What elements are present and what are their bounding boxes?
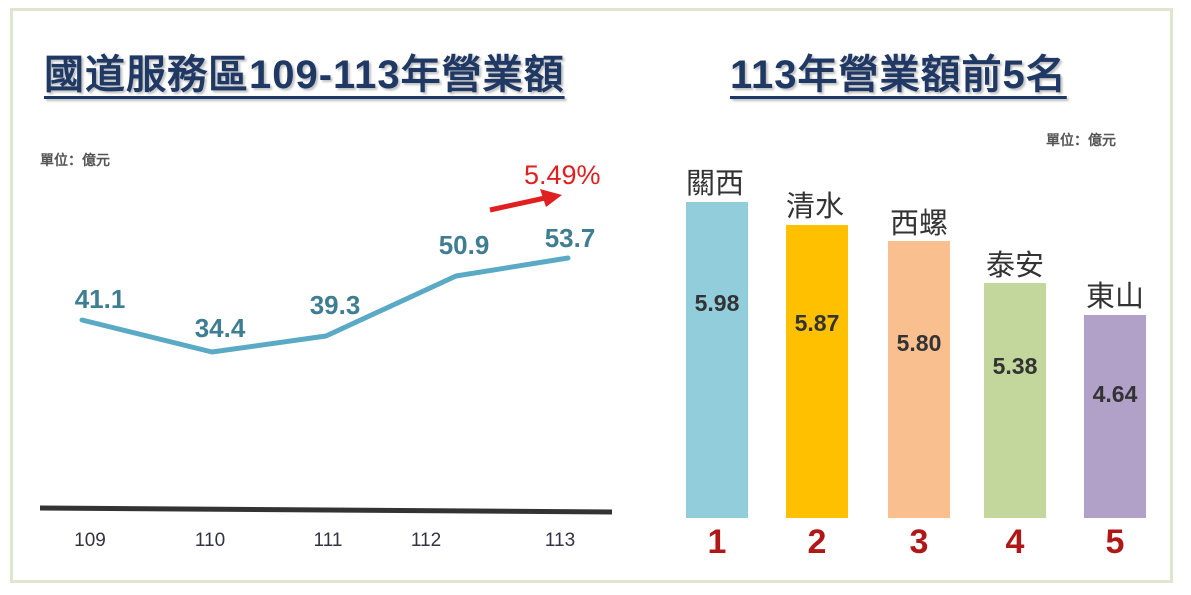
revenue-line — [79, 255, 571, 355]
rank-label: 3 — [909, 523, 929, 561]
x-tick-label: 111 — [313, 530, 343, 551]
x-tick-label: 109 — [74, 530, 106, 551]
point-label: 39.3 — [309, 290, 361, 320]
bar-name: 西螺 — [889, 208, 948, 240]
x-axis-line — [39, 505, 613, 515]
bar-value: 5.80 — [896, 330, 942, 356]
point-label: 53.7 — [544, 223, 596, 253]
rank-label: 5 — [1105, 523, 1125, 561]
line-chart-unit: 單位：億元 — [40, 152, 110, 168]
bar-value: 4.64 — [1092, 381, 1138, 407]
rank-label: 4 — [1005, 523, 1025, 561]
bar — [1084, 315, 1146, 518]
rank-label: 2 — [807, 523, 827, 561]
point-label: 34.4 — [194, 313, 246, 343]
point-label: 50.9 — [438, 230, 490, 260]
bar-chart-unit: 單位：億元 — [1046, 132, 1116, 148]
bar-name: 關西 — [685, 168, 744, 200]
bar-chart-title: 113年營業額前5名 — [730, 53, 1067, 97]
growth-label: 5.49% — [524, 160, 601, 190]
x-tick-label: 112 — [410, 530, 442, 551]
bar-value: 5.87 — [794, 310, 840, 336]
bar-value: 5.38 — [992, 353, 1038, 379]
chart-frame — [10, 8, 1173, 583]
x-tick-label: 113 — [544, 530, 576, 551]
point-label: 41.1 — [74, 284, 126, 314]
bar — [786, 225, 848, 518]
rank-label: 1 — [707, 523, 727, 561]
x-tick-label: 110 — [194, 530, 226, 551]
bar-value: 5.98 — [694, 290, 740, 316]
growth-arrow-icon — [489, 195, 546, 213]
bar — [984, 283, 1046, 518]
bar-name: 泰安 — [985, 250, 1044, 282]
bar — [888, 241, 950, 518]
bar-name: 東山 — [1085, 281, 1144, 313]
bar-name: 清水 — [785, 191, 844, 223]
bar — [686, 202, 748, 518]
line-chart-title: 國道服務區109-113年營業額 — [44, 53, 565, 97]
